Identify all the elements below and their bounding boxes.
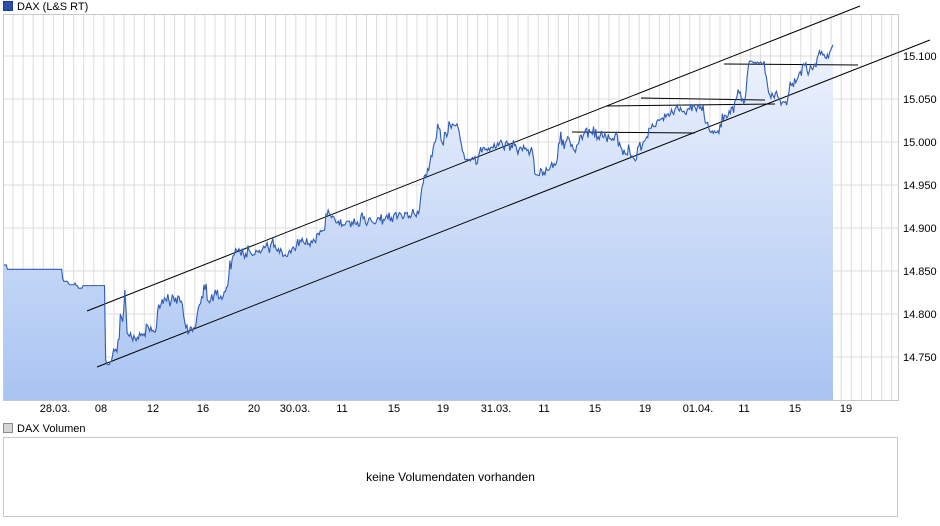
volume-legend-label: DAX Volumen bbox=[17, 423, 86, 435]
x-tick-label: 15 bbox=[589, 403, 601, 415]
price-legend-label: DAX (L&S RT) bbox=[17, 1, 89, 13]
price-chart[interactable]: 14.750 14.800 14.850 14.900 14.950 15.000 15.0… bbox=[0, 0, 940, 420]
x-tick-label: 19 bbox=[639, 403, 651, 415]
trend-line bbox=[96, 39, 931, 368]
y-tick-label: 14.900 bbox=[903, 223, 937, 235]
y-tick-label: 15.000 bbox=[903, 137, 937, 149]
x-tick-label: 01.04. bbox=[683, 403, 714, 415]
y-tick-label: 15.100 bbox=[903, 51, 937, 63]
x-tick-label: 30.03. bbox=[280, 403, 311, 415]
x-tick-label: 19 bbox=[840, 403, 852, 415]
x-axis-labels: 28.03. 08 12 16 20 30.03. 11 15 19 31.03. 11 15 19 01… bbox=[40, 403, 852, 415]
volume-legend: DAX Volumen bbox=[3, 422, 85, 436]
x-tick-label: 31.03. bbox=[481, 403, 512, 415]
x-tick-label: 15 bbox=[789, 403, 801, 415]
y-tick-label: 14.950 bbox=[903, 180, 937, 192]
y-tick-label: 15.050 bbox=[903, 94, 937, 106]
volume-legend-swatch bbox=[3, 423, 13, 433]
x-tick-label: 20 bbox=[248, 403, 260, 415]
y-axis-labels: 14.750 14.800 14.850 14.900 14.950 15.000 15.0… bbox=[903, 51, 937, 364]
x-tick-label: 19 bbox=[437, 403, 449, 415]
no-volume-message: keine Volumendaten vorhanden bbox=[366, 470, 535, 484]
x-tick-label: 16 bbox=[197, 403, 209, 415]
y-tick-label: 14.750 bbox=[903, 352, 937, 364]
volume-panel: keine Volumendaten vorhanden bbox=[3, 437, 898, 517]
x-tick-label: 12 bbox=[147, 403, 159, 415]
price-area bbox=[4, 44, 833, 400]
price-legend-swatch bbox=[3, 1, 13, 11]
x-tick-label: 15 bbox=[388, 403, 400, 415]
trend-line bbox=[723, 63, 859, 66]
trend-line bbox=[640, 97, 766, 101]
x-tick-label: 08 bbox=[95, 403, 107, 415]
x-tick-label: 11 bbox=[336, 403, 347, 415]
price-line bbox=[4, 44, 834, 366]
y-tick-label: 14.800 bbox=[903, 309, 937, 321]
x-tick-label: 11 bbox=[738, 403, 749, 415]
x-tick-label: 28.03. bbox=[40, 403, 71, 415]
x-tick-label: 11 bbox=[538, 403, 549, 415]
price-legend: DAX (L&S RT) bbox=[3, 0, 88, 14]
y-tick-label: 14.850 bbox=[903, 266, 937, 278]
